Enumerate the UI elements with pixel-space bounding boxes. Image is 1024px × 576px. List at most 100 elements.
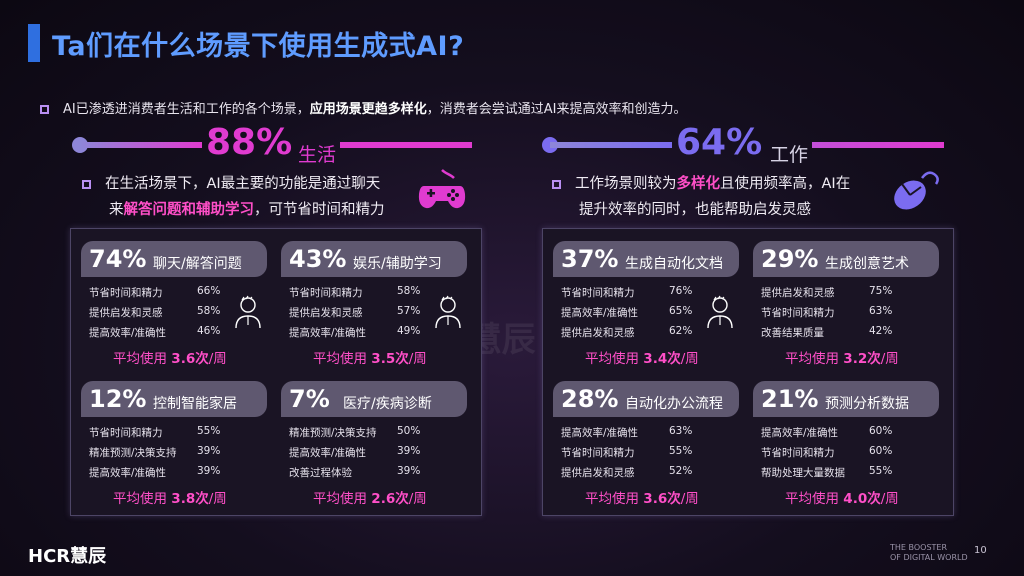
life-line-right [340,142,472,148]
person-icon [235,295,261,329]
mouse-icon [894,171,939,210]
reason-value: 55% [669,445,693,457]
reason-value: 39% [397,445,421,457]
card-header: 74% 聊天/解答问题 [81,241,267,277]
reason-value: 39% [397,465,421,477]
life-card-entertainment: 43% 娱乐/辅助学习 节省时间和精力 58% 提供启发和灵感 57% 提高效率/准… [281,241,467,367]
average-usage: 平均使用 3.5次/周 [313,347,427,367]
card-label: 娱乐/辅助学习 [353,256,442,272]
reason-label: 节省时间和精力 [561,447,635,459]
reason-label: 提供启发和灵感 [289,307,363,319]
slogan: THE BOOSTER OF DIGITAL WORLD [890,543,968,563]
reason-value: 39% [197,445,221,457]
reason-label: 帮助处理大量数据 [761,467,845,479]
reason-value: 63% [669,425,693,437]
reason-value: 76% [669,285,693,297]
avg-value: 3.8次 [171,491,209,507]
reason-value: 46% [197,325,221,337]
avg-prefix: 平均使用 [313,491,372,507]
avg-prefix: 平均使用 [585,491,644,507]
reason-value: 58% [397,285,421,297]
reason-row: 改善结果质量 42% [761,325,901,343]
avg-prefix: 平均使用 [113,491,172,507]
reason-row: 节省时间和精力 60% [761,445,901,463]
card-label: 生成自动化文档 [625,256,723,272]
reason-value: 50% [397,425,421,437]
reason-label: 提供启发和灵感 [561,327,635,339]
reason-label: 精准预测/决策支持 [89,447,177,459]
avg-value: 3.6次 [643,491,681,507]
reason-label: 提高效率/准确性 [89,327,167,339]
reason-label: 提高效率/准确性 [289,327,367,339]
reason-row: 精准预测/决策支持 39% [89,445,229,463]
reason-row: 节省时间和精力 66% [89,285,229,303]
avg-value: 3.4次 [643,351,681,367]
life-desc-line2-pre: 来 [109,202,124,218]
work-card-office-automation: 28% 自动化办公流程 提高效率/准确性 63% 节省时间和精力 55% 提供启发和… [553,381,739,507]
work-desc-highlight: 多样化 [676,176,721,192]
card-percent: 74% [89,245,147,273]
work-line-right [812,142,944,148]
life-desc-highlight: 解答问题和辅助学习 [123,202,255,218]
card-header: 7% 医疗/疾病诊断 [281,381,467,417]
life-label: 生活 [298,144,337,166]
reason-value: 66% [197,285,221,297]
reason-row: 节省时间和精力 58% [289,285,429,303]
bullet-icon [40,105,49,114]
card-percent: 12% [89,385,147,413]
reason-row: 节省时间和精力 55% [561,445,701,463]
work-description: 工作场景则较为多样化且使用频率高，AI在 提升效率的同时，也能帮助启发灵感 [552,171,850,223]
average-usage: 平均使用 3.2次/周 [785,347,899,367]
avg-value: 4.0次 [843,491,881,507]
intro-bold: 应用场景更趋多样化 [309,102,427,117]
avg-suffix: /周 [880,351,899,367]
reason-row: 提供启发和灵感 52% [561,465,701,483]
card-label: 预测分析数据 [825,396,909,412]
person-icon [707,295,733,329]
card-header: 43% 娱乐/辅助学习 [281,241,467,277]
card-percent: 43% [289,245,347,273]
reason-label: 节省时间和精力 [89,287,163,299]
reason-value: 65% [669,305,693,317]
reason-row: 改善过程体验 39% [289,465,429,483]
work-line-left [550,142,672,148]
reason-label: 提供启发和灵感 [89,307,163,319]
page-number: 10 [974,545,987,556]
card-header: 37% 生成自动化文档 [553,241,739,277]
company-logo: HCR慧辰 [28,546,107,567]
avg-value: 2.6次 [371,491,409,507]
life-desc-line2-post: ，可节省时间和精力 [254,202,385,218]
avg-prefix: 平均使用 [785,491,844,507]
reason-value: 39% [197,465,221,477]
reason-value: 62% [669,325,693,337]
work-desc-line2: 提升效率的同时，也能帮助启发灵感 [579,202,811,218]
card-header: 21% 预测分析数据 [753,381,939,417]
reason-row: 提供启发和灵感 62% [561,325,701,343]
card-label: 生成创意艺术 [825,256,909,272]
reason-row: 提高效率/准确性 39% [89,465,229,483]
reason-label: 节省时间和精力 [561,287,635,299]
life-card-chat: 74% 聊天/解答问题 节省时间和精力 66% 提供启发和灵感 58% 提高效率/准… [81,241,267,367]
reason-row: 提高效率/准确性 63% [561,425,701,443]
card-header: 12% 控制智能家居 [81,381,267,417]
avg-suffix: /周 [408,491,427,507]
work-label: 工作 [770,144,809,166]
slogan-line1: THE BOOSTER [890,543,948,552]
life-line-left [80,142,202,148]
card-label: 自动化办公流程 [625,396,723,412]
reason-row: 提高效率/准确性 49% [289,325,429,343]
avg-prefix: 平均使用 [313,351,372,367]
card-header: 28% 自动化办公流程 [553,381,739,417]
reason-value: 63% [869,305,893,317]
reason-row: 提高效率/准确性 65% [561,305,701,323]
avg-value: 3.6次 [171,351,209,367]
avg-prefix: 平均使用 [585,351,644,367]
work-card-documents: 37% 生成自动化文档 节省时间和精力 76% 提高效率/准确性 65% 提供启发和… [553,241,739,367]
card-percent: 7% [289,385,330,413]
work-desc-line1-post: 且使用频率高，AI在 [720,176,851,192]
card-header: 29% 生成创意艺术 [753,241,939,277]
avg-value: 3.5次 [371,351,409,367]
work-desc-line1-pre: 工作场景则较为 [575,176,677,192]
reason-label: 提供启发和灵感 [561,467,635,479]
reason-label: 提供启发和灵感 [761,287,835,299]
